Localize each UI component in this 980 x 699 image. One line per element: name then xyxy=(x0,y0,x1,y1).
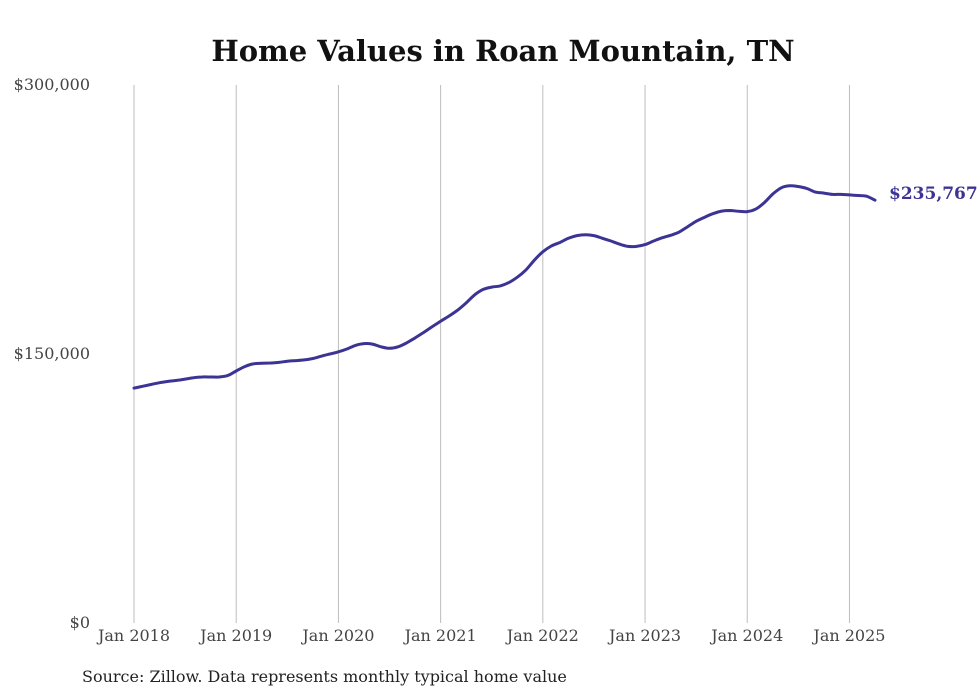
source-note: Source: Zillow. Data represents monthly … xyxy=(82,667,567,686)
y-tick-label: $300,000 xyxy=(14,75,90,94)
series-line xyxy=(132,184,877,390)
x-tick-label: Jan 2023 xyxy=(607,626,681,645)
x-tick-label: Jan 2018 xyxy=(96,626,170,645)
y-tick-label: $0 xyxy=(70,613,90,632)
x-axis-ticks: Jan 2018 Jan 2019 Jan 2020 Jan 2021 Jan 2022… xyxy=(96,626,886,645)
gridlines xyxy=(133,85,850,623)
x-tick-label: Jan 2025 xyxy=(811,626,885,645)
x-tick-label: Jan 2019 xyxy=(198,626,272,645)
x-tick-label: Jan 2024 xyxy=(709,626,783,645)
x-tick-label: Jan 2022 xyxy=(505,626,579,645)
y-tick-label: $150,000 xyxy=(14,344,90,363)
x-tick-label: Jan 2020 xyxy=(300,626,374,645)
end-value-label: $235,767 xyxy=(889,184,978,204)
chart-title: Home Values in Roan Mountain, TN xyxy=(211,34,794,68)
x-tick-label: Jan 2021 xyxy=(403,626,477,645)
y-axis-ticks: $0 $150,000 $300,000 xyxy=(14,75,90,632)
